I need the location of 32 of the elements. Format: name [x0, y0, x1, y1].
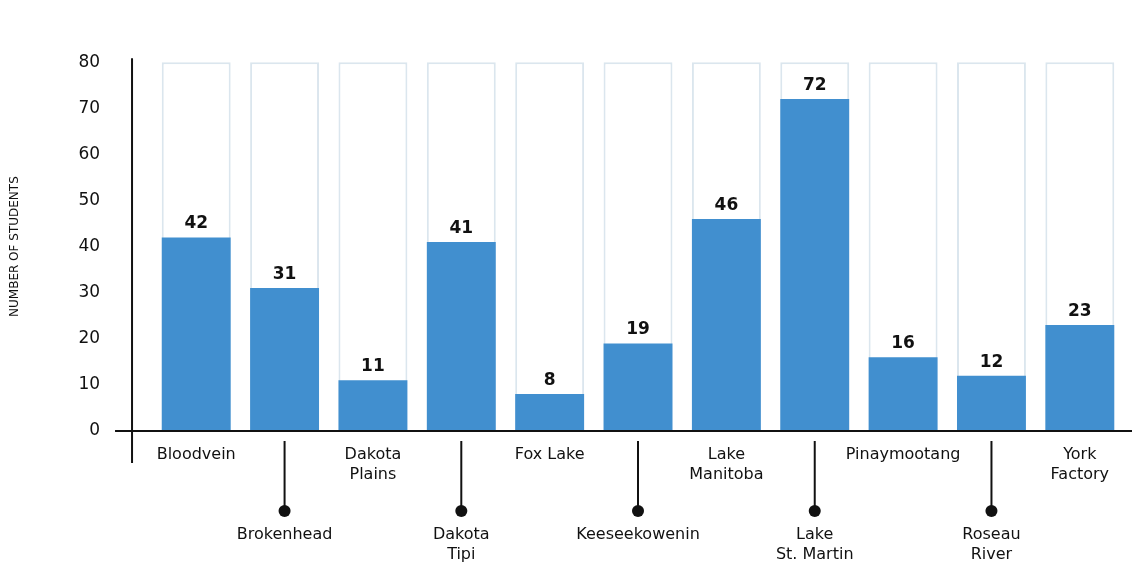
data-label: 11 [361, 355, 385, 376]
data-label: 19 [626, 318, 650, 339]
data-label: 8 [543, 369, 556, 390]
x-tick-label: Brokenhead [236, 524, 333, 544]
x-tick-label: Roseau River [962, 524, 1021, 564]
data-label: 31 [272, 263, 297, 284]
data-label: 41 [449, 216, 474, 237]
x-tick-label: Pinaymootang [845, 444, 961, 464]
x-tick-label: Dakota Plains [344, 444, 402, 484]
y-tick-label: 40 [78, 235, 101, 256]
x-tick-label: Bloodvein [156, 444, 236, 464]
data-label: 12 [979, 350, 1004, 371]
y-tick-label: 20 [78, 327, 101, 348]
data-label: 72 [802, 74, 827, 94]
data-label: 46 [714, 193, 739, 214]
y-tick-label: 30 [78, 281, 101, 302]
x-tick-label: Lake St. Martin [775, 524, 854, 564]
y-axis-title: NUMBER OF STUDENTS [7, 176, 22, 317]
x-tick-label: Keeseekowenin [576, 524, 700, 544]
x-tick-label: Lake Manitoba [689, 444, 764, 484]
y-tick-label: 50 [78, 188, 101, 209]
data-label: 23 [1067, 299, 1092, 320]
x-tick-label: Fox Lake [514, 444, 585, 464]
y-tick-label: 60 [78, 142, 101, 163]
y-tick-label: 80 [78, 50, 101, 71]
x-tick-label: Dakota Tipi [432, 524, 490, 564]
data-label: 16 [891, 332, 915, 353]
data-label: 42 [184, 212, 209, 233]
y-tick-label: 70 [78, 96, 101, 117]
x-tick-label: York Factory [1050, 444, 1110, 484]
y-tick-label: 0 [89, 419, 101, 440]
y-tick-label: 10 [78, 373, 101, 394]
